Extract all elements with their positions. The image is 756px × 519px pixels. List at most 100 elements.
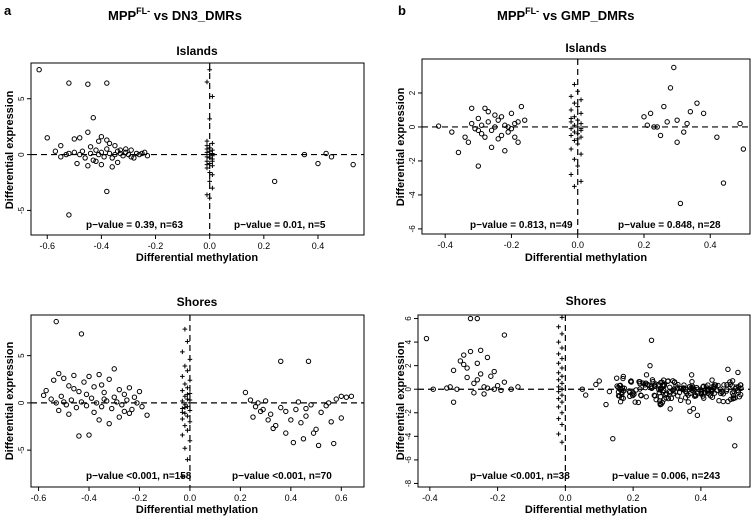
data-point-plus — [187, 419, 193, 425]
data-point-circle — [126, 385, 133, 391]
x-tick-label: 0.2 — [258, 241, 271, 251]
data-point-circle — [450, 399, 457, 405]
data-point-circle — [502, 148, 508, 154]
y-tick-label: 6 — [404, 316, 413, 321]
data-point-circle — [684, 120, 690, 127]
data-point-circle — [637, 380, 643, 387]
data-point-circle — [77, 135, 83, 141]
data-point-circle — [117, 147, 124, 153]
plot-frame — [421, 58, 751, 235]
data-point-plus — [204, 192, 210, 198]
data-point-plus — [556, 339, 561, 345]
data-point-circle — [93, 158, 99, 164]
data-point-plus — [556, 431, 561, 437]
data-point-circle — [305, 358, 312, 365]
data-point-plus — [556, 377, 561, 383]
panel-a-title-sup: FL- — [136, 6, 150, 16]
data-point-plus — [556, 384, 561, 390]
data-point-circle — [689, 378, 695, 385]
data-point-plus — [578, 126, 584, 131]
data-point-circle — [606, 388, 613, 395]
data-point-circle — [301, 151, 308, 158]
data-point-plus — [185, 385, 190, 391]
data-point-plus — [578, 121, 584, 126]
data-point-circle — [651, 382, 658, 388]
data-point-circle — [498, 114, 505, 120]
y-tick-label: 0 — [408, 124, 417, 129]
data-point-circle — [260, 406, 266, 413]
data-point-circle — [621, 385, 627, 391]
data-point-plus — [575, 124, 581, 130]
data-point-circle — [93, 400, 100, 406]
data-point-plus — [559, 345, 565, 351]
data-point-circle — [430, 386, 436, 392]
data-point-circle — [582, 392, 589, 398]
data-point-circle — [610, 435, 616, 442]
data-point-circle — [83, 403, 90, 409]
data-point-circle — [629, 392, 636, 399]
data-point-circle — [111, 394, 117, 400]
data-point-plus — [182, 405, 188, 410]
data-point-plus — [207, 67, 212, 73]
data-point-circle — [85, 129, 91, 135]
data-point-circle — [112, 151, 118, 158]
data-point-circle — [52, 148, 59, 154]
data-point-circle — [78, 331, 85, 337]
data-point-circle — [671, 64, 677, 71]
data-point-circle — [144, 153, 151, 159]
y-tick-label: 4 — [404, 339, 413, 344]
data-point-circle — [720, 398, 726, 405]
pvalue-left: p−value <0.001, n=38 — [470, 471, 570, 482]
data-point-circle — [468, 120, 475, 127]
data-point-circle — [488, 127, 495, 134]
y-tick-label: 5 — [17, 96, 26, 101]
data-point-circle — [501, 379, 508, 385]
data-point-circle — [78, 399, 85, 405]
data-point-circle — [131, 394, 138, 400]
data-point-plus — [187, 357, 193, 362]
data-point-circle — [682, 395, 689, 401]
data-point-plus — [559, 410, 565, 416]
data-point-circle — [106, 420, 112, 427]
data-point-circle — [670, 387, 676, 393]
data-point-circle — [450, 367, 457, 374]
data-point-plus — [559, 356, 565, 361]
data-point-plus — [210, 94, 215, 99]
data-point-circle — [96, 417, 102, 423]
data-point-plus — [559, 422, 565, 427]
data-point-circle — [129, 406, 135, 413]
data-point-circle — [454, 386, 460, 392]
data-point-circle — [56, 370, 62, 377]
data-point-plus — [207, 155, 212, 161]
data-point-plus — [578, 111, 584, 116]
data-point-circle — [680, 385, 687, 392]
data-point-circle — [86, 432, 92, 438]
data-point-plus — [556, 389, 561, 394]
data-point-circle — [315, 160, 321, 167]
data-point-circle — [579, 386, 586, 392]
data-point-circle — [462, 134, 468, 140]
data-point-circle — [455, 149, 462, 156]
data-point-circle — [698, 389, 705, 395]
data-point-plus — [185, 392, 190, 397]
data-point-circle — [603, 401, 609, 408]
data-point-plus — [180, 416, 185, 422]
data-point-circle — [247, 397, 254, 403]
data-point-circle — [495, 117, 501, 123]
data-point-circle — [700, 384, 706, 390]
data-point-plus — [187, 391, 193, 396]
data-point-circle — [119, 402, 125, 408]
data-point-circle — [91, 409, 97, 416]
data-point-circle — [701, 395, 707, 401]
data-point-circle — [136, 151, 142, 158]
data-point-circle — [298, 420, 304, 426]
data-point-circle — [471, 380, 477, 387]
plot-frame — [30, 314, 365, 488]
data-point-plus — [182, 445, 188, 451]
data-point-circle — [449, 129, 455, 135]
data-point-circle — [627, 393, 633, 399]
data-point-plus — [575, 104, 581, 109]
data-point-circle — [492, 112, 498, 118]
y-axis-label: Differential expression — [4, 341, 16, 460]
data-point-circle — [712, 382, 719, 388]
